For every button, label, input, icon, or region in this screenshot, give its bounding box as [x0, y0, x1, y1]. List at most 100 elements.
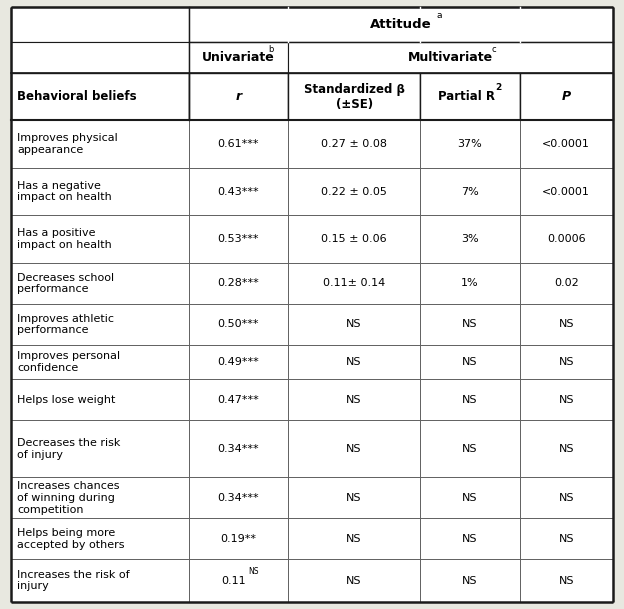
Bar — [288, 560, 421, 602]
Text: Decreases the risk
of injury: Decreases the risk of injury — [17, 438, 121, 460]
Text: 0.11± 0.14: 0.11± 0.14 — [323, 278, 385, 289]
Text: 0.11: 0.11 — [221, 576, 246, 586]
Bar — [421, 168, 520, 216]
Text: NS: NS — [558, 493, 574, 503]
Bar — [288, 42, 613, 73]
Bar — [421, 379, 520, 420]
Bar — [188, 42, 288, 73]
Bar — [421, 216, 520, 263]
Bar — [11, 345, 188, 379]
Text: Helps being more
accepted by others: Helps being more accepted by others — [17, 528, 125, 550]
Bar — [11, 7, 188, 42]
Bar — [421, 121, 520, 168]
Text: NS: NS — [346, 357, 362, 367]
Text: NS: NS — [346, 576, 362, 586]
Bar — [520, 560, 613, 602]
Text: NS: NS — [462, 444, 477, 454]
Bar — [288, 263, 421, 304]
Bar — [11, 121, 188, 168]
Text: Has a negative
impact on health: Has a negative impact on health — [17, 181, 112, 202]
Bar — [11, 304, 188, 345]
Text: Improves personal
confidence: Improves personal confidence — [17, 351, 120, 373]
Bar — [11, 420, 188, 477]
Bar — [188, 121, 288, 168]
Text: Attitude: Attitude — [370, 18, 432, 31]
Bar — [520, 168, 613, 216]
Text: 3%: 3% — [461, 234, 479, 244]
Bar — [188, 345, 288, 379]
Bar — [188, 379, 288, 420]
Bar — [288, 73, 421, 121]
Text: 0.22 ± 0.05: 0.22 ± 0.05 — [321, 187, 387, 197]
Bar — [288, 345, 421, 379]
Text: NS: NS — [558, 395, 574, 405]
Text: 0.27 ± 0.08: 0.27 ± 0.08 — [321, 139, 387, 149]
Text: Helps lose weight: Helps lose weight — [17, 395, 116, 405]
Bar — [11, 263, 188, 304]
Bar — [421, 560, 520, 602]
Text: 0.47***: 0.47*** — [217, 395, 259, 405]
Text: NS: NS — [346, 534, 362, 544]
Text: 0.50***: 0.50*** — [218, 319, 259, 329]
Text: 0.34***: 0.34*** — [218, 444, 259, 454]
Bar — [188, 216, 288, 263]
Text: NS: NS — [462, 357, 477, 367]
Text: 2: 2 — [495, 83, 501, 92]
Bar — [421, 477, 520, 518]
Text: NS: NS — [558, 444, 574, 454]
Text: Partial R: Partial R — [438, 90, 495, 104]
Bar — [520, 345, 613, 379]
Bar — [288, 518, 421, 560]
Bar — [288, 121, 421, 168]
Bar — [188, 263, 288, 304]
Text: NS: NS — [558, 357, 574, 367]
Bar — [11, 73, 188, 121]
Text: Increases chances
of winning during
competition: Increases chances of winning during comp… — [17, 481, 120, 515]
Bar — [288, 420, 421, 477]
Text: <0.0001: <0.0001 — [542, 139, 590, 149]
Text: 0.28***: 0.28*** — [217, 278, 259, 289]
Text: NS: NS — [346, 395, 362, 405]
Text: Improves physical
appearance: Improves physical appearance — [17, 133, 118, 155]
Bar — [188, 477, 288, 518]
Bar — [288, 168, 421, 216]
Text: 0.61***: 0.61*** — [218, 139, 259, 149]
Text: a: a — [437, 12, 442, 20]
Text: NS: NS — [462, 576, 477, 586]
Text: Has a positive
impact on health: Has a positive impact on health — [17, 228, 112, 250]
Text: 0.43***: 0.43*** — [218, 187, 259, 197]
Bar — [288, 216, 421, 263]
Bar — [288, 477, 421, 518]
Text: Univariate: Univariate — [202, 51, 275, 64]
Text: NS: NS — [558, 576, 574, 586]
Bar — [520, 121, 613, 168]
Text: Multivariate: Multivariate — [408, 51, 493, 64]
Text: b: b — [268, 44, 274, 54]
Bar — [11, 42, 188, 73]
Text: <0.0001: <0.0001 — [542, 187, 590, 197]
Text: NS: NS — [248, 568, 259, 576]
Text: 0.15 ± 0.06: 0.15 ± 0.06 — [321, 234, 387, 244]
Bar — [188, 518, 288, 560]
Bar — [520, 73, 613, 121]
Text: 1%: 1% — [461, 278, 479, 289]
Bar — [11, 379, 188, 420]
Bar — [520, 263, 613, 304]
Text: Standardized β
(±SE): Standardized β (±SE) — [304, 83, 404, 111]
Bar — [421, 304, 520, 345]
Text: r: r — [235, 90, 241, 104]
Bar — [11, 168, 188, 216]
Bar — [188, 560, 288, 602]
Text: NS: NS — [558, 534, 574, 544]
Text: NS: NS — [346, 319, 362, 329]
Text: 0.49***: 0.49*** — [217, 357, 259, 367]
Bar — [520, 216, 613, 263]
Bar — [421, 420, 520, 477]
Bar — [288, 379, 421, 420]
Text: 0.19**: 0.19** — [220, 534, 256, 544]
Bar — [188, 304, 288, 345]
Bar — [421, 345, 520, 379]
Text: 0.02: 0.02 — [553, 278, 578, 289]
Bar — [421, 263, 520, 304]
Bar — [520, 477, 613, 518]
